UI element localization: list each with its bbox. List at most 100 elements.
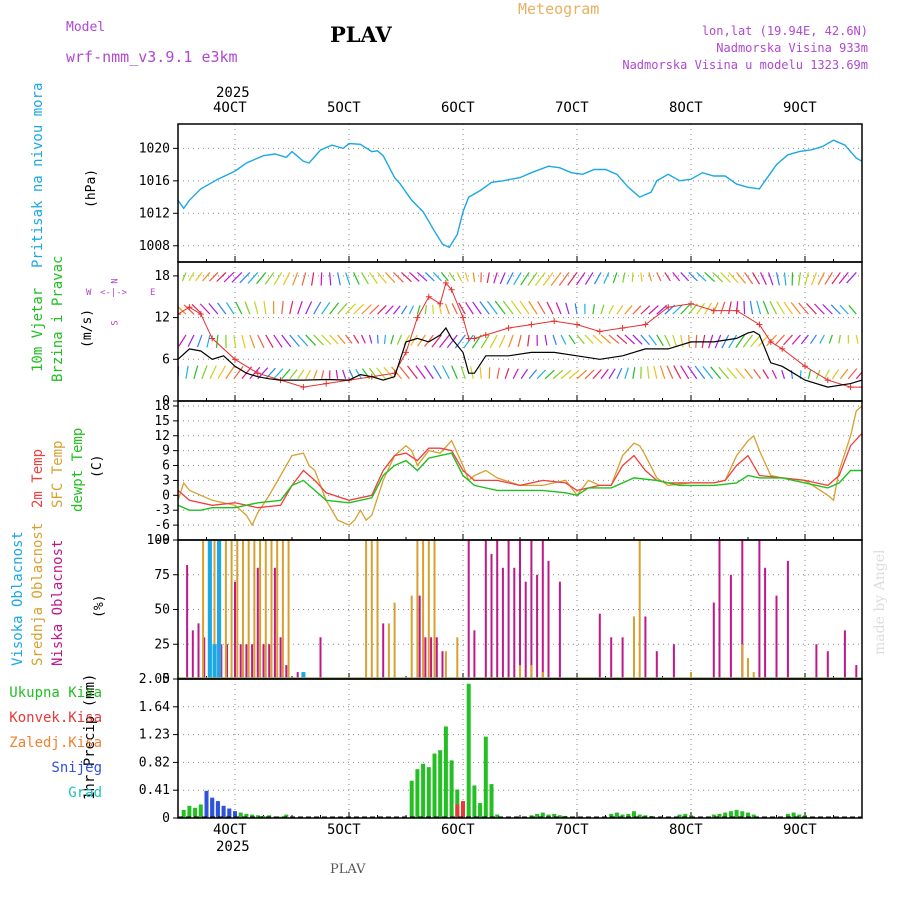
wind-barb	[223, 271, 235, 283]
dewpt-line	[178, 452, 862, 511]
wind-barb	[244, 301, 251, 315]
wind-barb	[456, 272, 463, 282]
pressure-line	[178, 139, 862, 249]
wind-barb	[831, 272, 841, 285]
gust-marker	[425, 293, 432, 300]
wind-barb	[688, 334, 690, 348]
wind-barb	[345, 303, 356, 315]
wind-barb	[460, 365, 466, 379]
wind-barb	[508, 334, 514, 348]
high-cloud-bar	[207, 540, 212, 679]
lonlat-label: lon,lat (19.94E, 42.6N)	[701, 24, 868, 38]
y-tick-label: 0.82	[139, 755, 170, 770]
gust-marker	[460, 314, 466, 321]
wind-barb	[839, 304, 849, 315]
snow-bar	[233, 811, 237, 818]
wind-barb	[752, 272, 761, 285]
mid-cloud-bar	[519, 665, 521, 679]
wind-barb	[576, 334, 585, 345]
mid-cloud-bar	[444, 651, 447, 679]
low-cloud-bar	[741, 540, 744, 679]
wind-barb	[798, 302, 809, 315]
wind-barb	[584, 272, 594, 285]
y-tick-label: 6	[162, 352, 170, 367]
wind-barb	[217, 302, 227, 315]
low-cloud-bar	[245, 644, 248, 679]
wind-barb	[209, 365, 217, 380]
wind-barb	[424, 365, 434, 380]
wind-barb	[766, 334, 777, 347]
low-cloud-bar	[234, 581, 236, 679]
wind-barb	[463, 334, 474, 349]
low-cloud-bar	[203, 637, 206, 679]
wind-barb	[479, 301, 490, 315]
wind-barb	[416, 271, 428, 282]
mid-cloud-bar	[259, 540, 262, 679]
wind-barb	[472, 301, 482, 315]
precip-total-bar	[449, 760, 454, 818]
precip-total-bar	[409, 780, 414, 818]
legend-conv: Konvek.Kisa	[9, 710, 102, 726]
wind-barb	[398, 365, 410, 380]
wind-barb	[506, 272, 514, 285]
top-tick-label: 8OCT	[669, 100, 703, 116]
y-tick-label: 12	[154, 429, 170, 444]
wind-barb	[608, 304, 614, 315]
wind-barb	[767, 272, 774, 286]
precip-total-bar	[426, 767, 431, 818]
wind-barb	[659, 365, 666, 379]
wind-barb	[499, 272, 506, 285]
wind-barb	[178, 334, 187, 347]
wind-barb	[519, 300, 530, 315]
sfc-temp-line	[178, 405, 862, 527]
wind-barb	[178, 313, 179, 315]
wind-barb	[273, 334, 283, 348]
mid-cloud-bar	[365, 540, 368, 679]
wind-barb	[383, 334, 387, 344]
precip-total-bar	[746, 812, 750, 818]
low-cloud-bar	[262, 644, 265, 679]
gust-marker	[824, 377, 831, 384]
model-altitude-label: Nadmorska Visina u modelu 1323.69m	[622, 58, 868, 72]
y-tick-label: 18	[154, 399, 170, 414]
wind-barb	[458, 302, 466, 315]
wind-barb	[256, 272, 267, 285]
snow-bar	[221, 805, 226, 818]
mid-cloud-bar	[410, 595, 413, 679]
precip-total-bar	[238, 812, 243, 818]
low-cloud-bar	[424, 637, 427, 679]
mid-cloud-bar	[241, 540, 244, 679]
wind-barb	[797, 272, 802, 286]
low-cloud-bar	[473, 630, 476, 679]
wind-barb	[424, 334, 434, 348]
wind-barb	[297, 301, 303, 315]
wind-barb	[233, 365, 244, 380]
wind-barb	[640, 334, 650, 346]
low-cloud-bar	[226, 644, 229, 679]
wind-barb	[632, 334, 643, 345]
low-cloud-bar	[610, 637, 613, 679]
low-cloud-bar	[524, 581, 527, 679]
wind-barb	[712, 271, 724, 283]
bottom-tick-label: 7OCT	[555, 822, 589, 838]
mid-cloud-bar	[270, 540, 273, 679]
wind-barb	[385, 305, 394, 315]
wind-barb	[281, 300, 284, 315]
precip-total-bar	[677, 814, 682, 818]
precip-total-bar	[443, 726, 448, 818]
wind-barb	[537, 301, 546, 315]
precip-total-bar	[785, 813, 790, 818]
low-cloud-bar	[430, 637, 433, 679]
low-cloud-bar	[239, 644, 242, 679]
wind-barb	[558, 272, 570, 286]
wind-barb	[805, 302, 817, 315]
low-cloud-bar	[256, 567, 259, 679]
wind-barb	[783, 272, 787, 286]
wind-barb	[178, 305, 187, 315]
precip-total-bar	[421, 763, 426, 818]
wind-barb	[656, 334, 664, 347]
wind-barb	[608, 368, 616, 380]
wind-barb	[512, 368, 519, 380]
gust-marker	[619, 325, 626, 332]
precip-total-bar	[250, 814, 255, 818]
